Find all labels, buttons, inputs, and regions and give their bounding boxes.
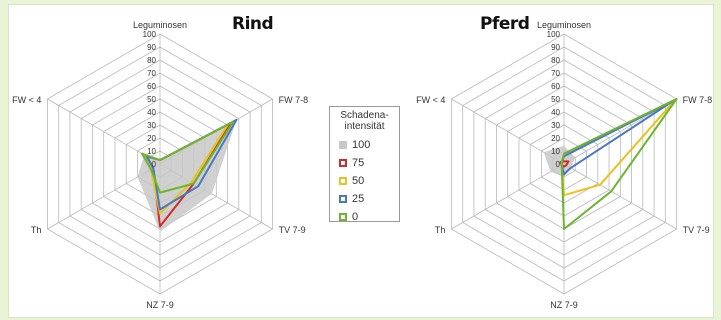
legend-swatch (339, 195, 347, 203)
legend-label: 0 (352, 211, 359, 223)
tick-label: 80 (147, 56, 156, 65)
legend-swatch (339, 213, 347, 221)
tick-label: 40 (551, 108, 560, 117)
axis-label: Th (435, 225, 446, 235)
tick-label: 70 (551, 69, 560, 78)
axis-label: Leguminosen (133, 20, 187, 30)
tick-label: 10 (551, 147, 560, 156)
chart-title-pferd: Pferd (480, 14, 530, 34)
axis-label: FW < 4 (416, 95, 445, 105)
series-line-75 (559, 160, 570, 168)
tick-label: 30 (147, 121, 156, 130)
axis-label: FW 7-8 (279, 95, 309, 105)
legend-item: 75 (339, 154, 399, 172)
tick-label: 90 (147, 43, 156, 52)
tick-label: 20 (147, 134, 156, 143)
legend-item: 25 (339, 190, 399, 208)
tick-label: 50 (551, 95, 560, 104)
axis-label: NZ 7-9 (146, 300, 174, 310)
chart-title-rind: Rind (232, 14, 274, 34)
legend-swatch (339, 141, 347, 149)
legend-swatch (339, 159, 347, 167)
axis-label: FW < 4 (12, 95, 41, 105)
legend-items: 100 75 50 25 0 (330, 136, 399, 226)
legend-label: 50 (352, 175, 365, 187)
legend-title: Schadena- intensität (340, 110, 389, 132)
tick-label: 20 (551, 134, 560, 143)
legend-swatch (339, 177, 347, 185)
tick-label: 60 (147, 82, 156, 91)
tick-label: 40 (147, 108, 156, 117)
tick-label: 0 (152, 160, 157, 169)
legend-label: 25 (352, 193, 365, 205)
series-line-0 (560, 98, 678, 230)
tick-label: 90 (551, 43, 560, 52)
tick-label: 0 (556, 160, 561, 169)
legend-label: 100 (352, 139, 371, 151)
axis-label: FW 7-8 (683, 95, 713, 105)
legend-item: 0 (339, 208, 399, 226)
tick-label: 50 (147, 95, 156, 104)
legend-label: 75 (352, 157, 365, 169)
axis-label: TV 7-9 (279, 225, 306, 235)
tick-label: 60 (551, 82, 560, 91)
axis-label: NZ 7-9 (550, 300, 578, 310)
axis-label: TV 7-9 (683, 225, 710, 235)
axis-label: Th (31, 225, 42, 235)
tick-label: 100 (143, 30, 157, 39)
axis-spoke (451, 163, 565, 230)
tick-label: 80 (551, 56, 560, 65)
series-area-100 (137, 119, 237, 232)
tick-label: 70 (147, 69, 156, 78)
tick-label: 100 (547, 30, 561, 39)
tick-label: 10 (147, 147, 156, 156)
axis-label: Leguminosen (537, 20, 591, 30)
legend-item: 100 (339, 136, 399, 154)
tick-label: 30 (551, 121, 560, 130)
legend-item: 50 (339, 172, 399, 190)
axis-spoke (563, 163, 677, 230)
series-line-0 (140, 120, 235, 194)
series-line-25 (560, 99, 675, 176)
legend: Schadena- intensität 100 75 50 25 0 (329, 106, 400, 223)
